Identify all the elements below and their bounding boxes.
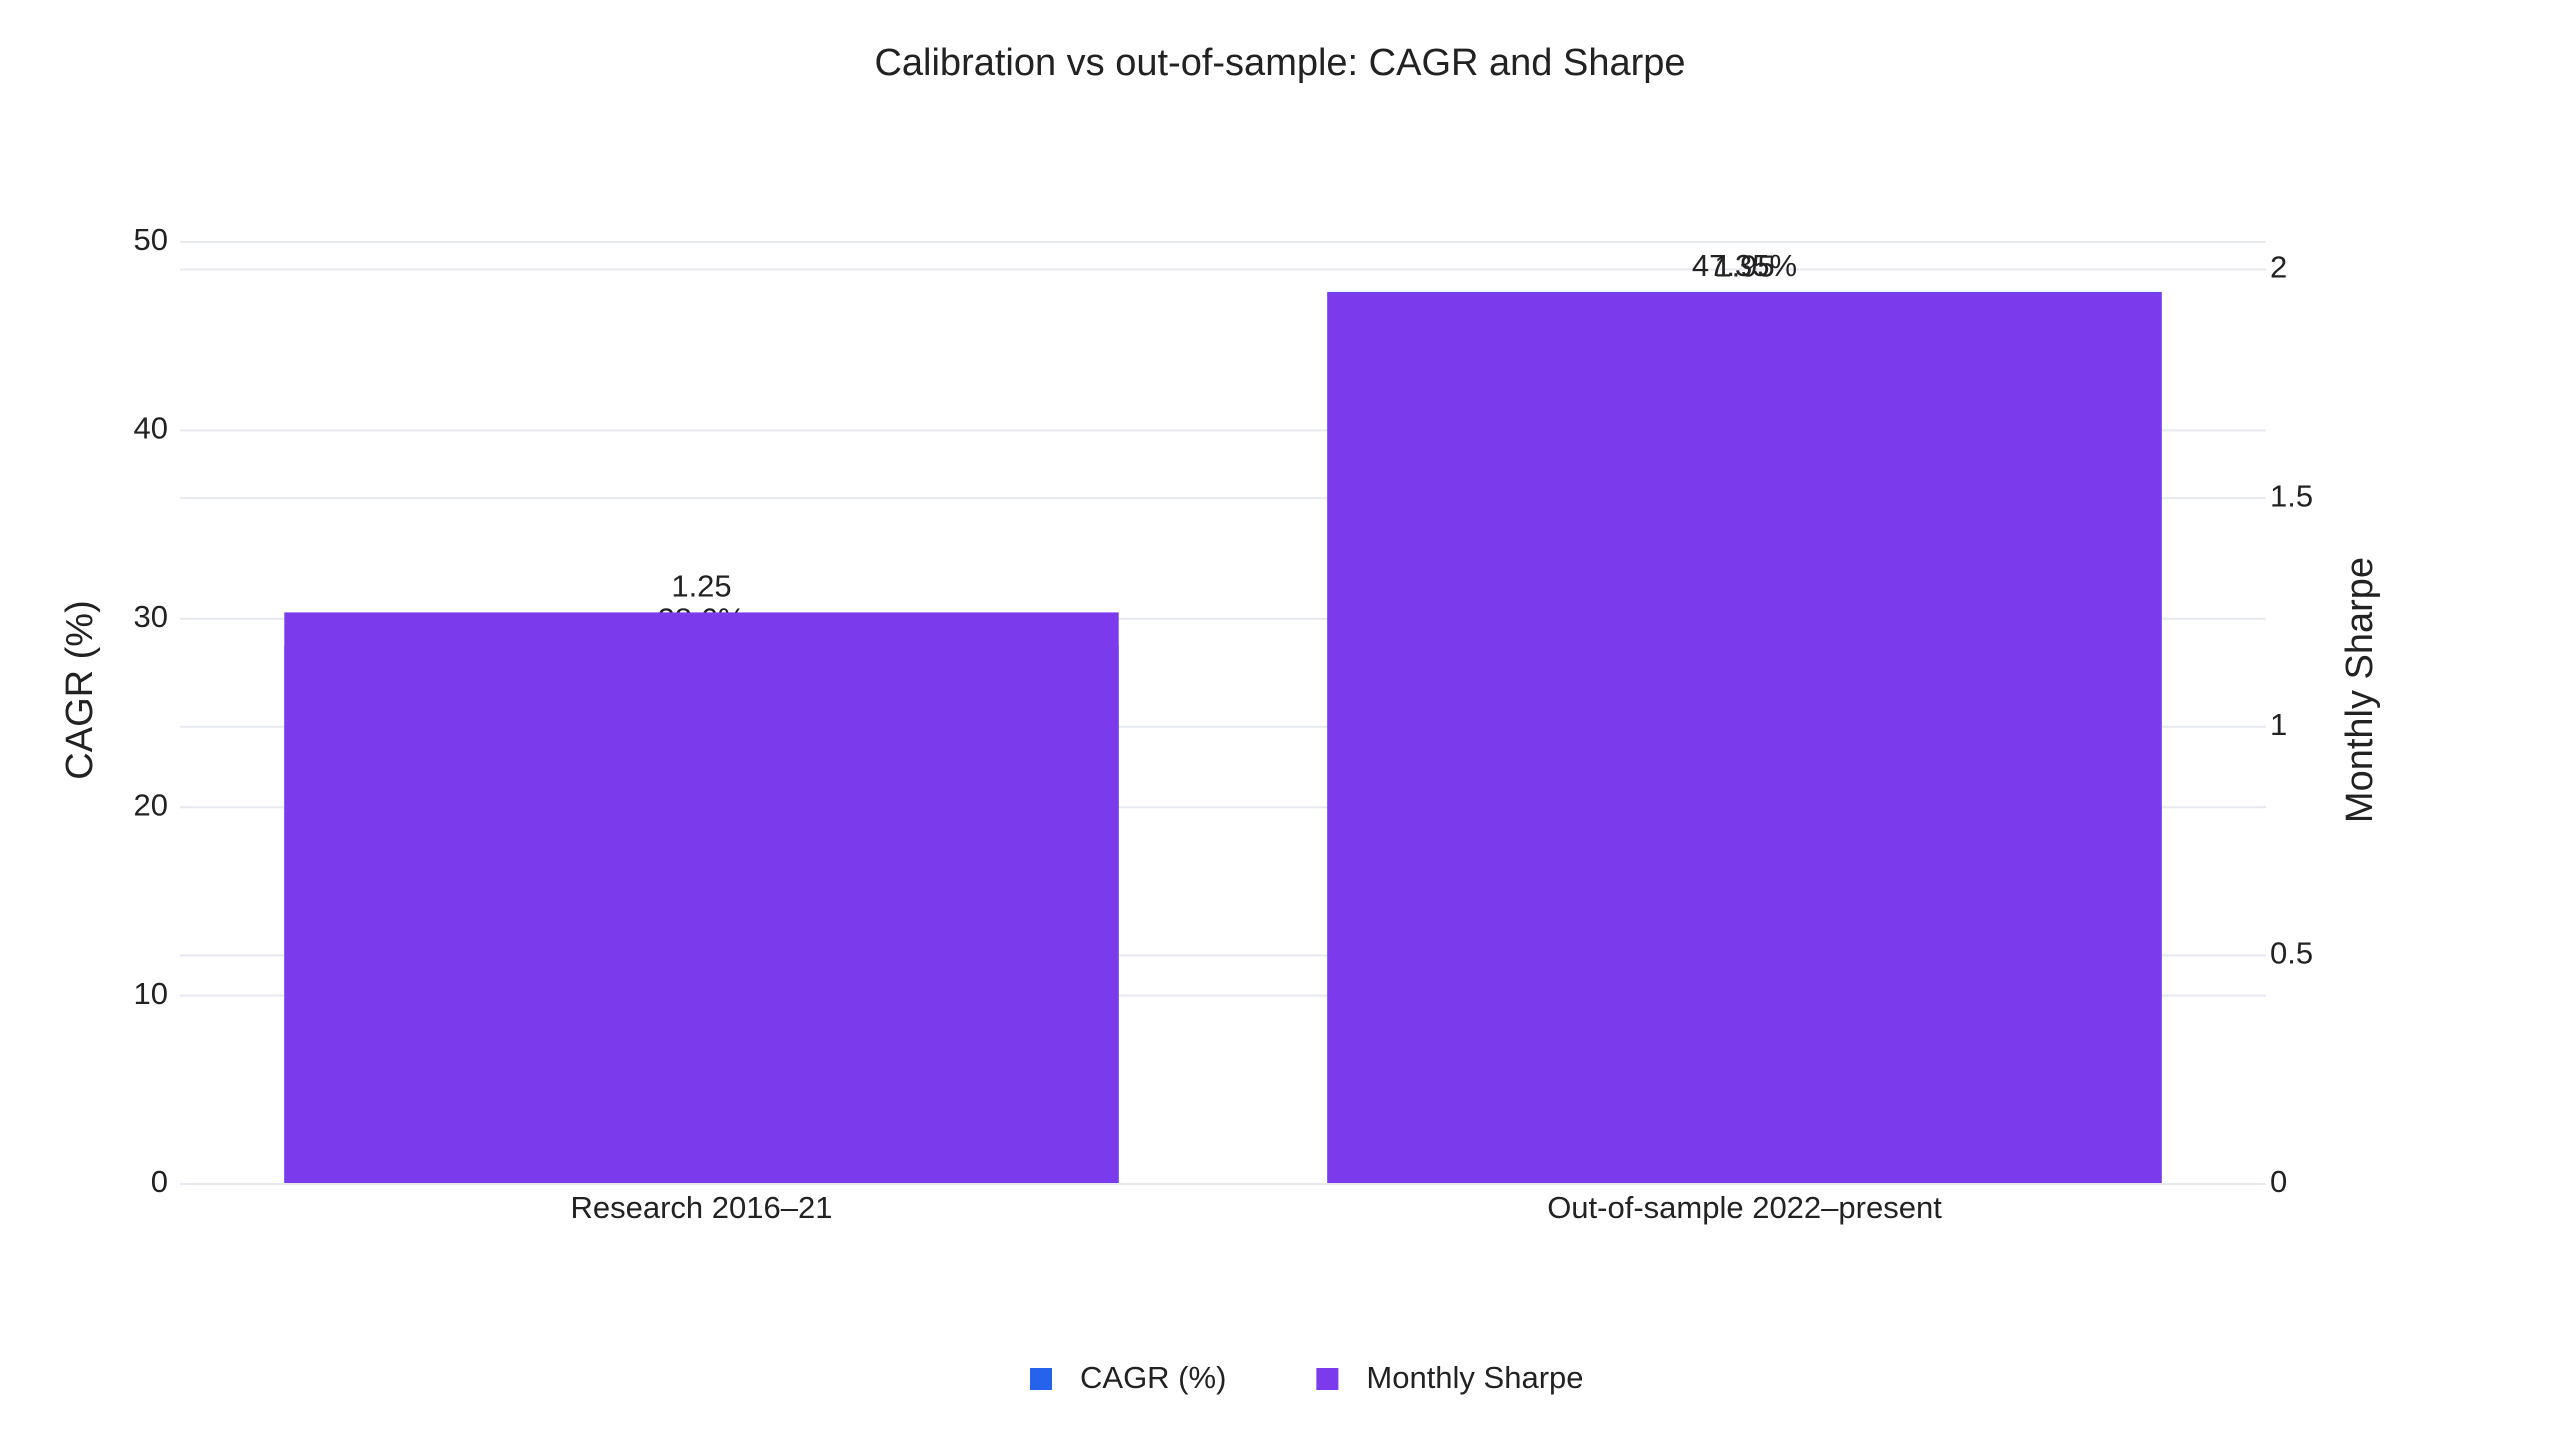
legend-label: CAGR (%) (1080, 1360, 1226, 1395)
y-tick-label: 30 (134, 599, 168, 634)
y2-tick-label: 2 (2270, 250, 2287, 285)
y-tick-label: 10 (134, 976, 168, 1011)
y2-tick-label: 0 (2270, 1164, 2287, 1199)
y-tick-label: 0 (151, 1164, 168, 1199)
data-label: 1.95 (1714, 248, 1774, 283)
bar (1327, 292, 2162, 1184)
legend-label: Monthly Sharpe (1366, 1360, 1583, 1395)
data-label: 47.35% (1692, 248, 1797, 283)
y2-tick-label: 1 (2270, 707, 2287, 742)
data-label: 1.25 (671, 569, 731, 604)
x-tick-label: Research 2016–21 (571, 1190, 833, 1225)
legend-swatch (1316, 1368, 1339, 1390)
y-tick-label: 40 (134, 411, 168, 446)
y2-tick-label: 0.5 (2270, 936, 2313, 971)
y-axis-title: CAGR (%) (59, 600, 101, 779)
chart-title: Calibration vs out-of-sample: CAGR and S… (874, 42, 1685, 84)
y-tick-label: 50 (134, 222, 168, 257)
x-tick-label: Out-of-sample 2022–present (1547, 1190, 1942, 1225)
y2-axis-title: Monthly Sharpe (2339, 557, 2381, 823)
bar (284, 612, 1119, 1184)
y2-tick-label: 1.5 (2270, 478, 2313, 513)
y-tick-label: 20 (134, 787, 168, 822)
legend-swatch (1030, 1368, 1052, 1390)
